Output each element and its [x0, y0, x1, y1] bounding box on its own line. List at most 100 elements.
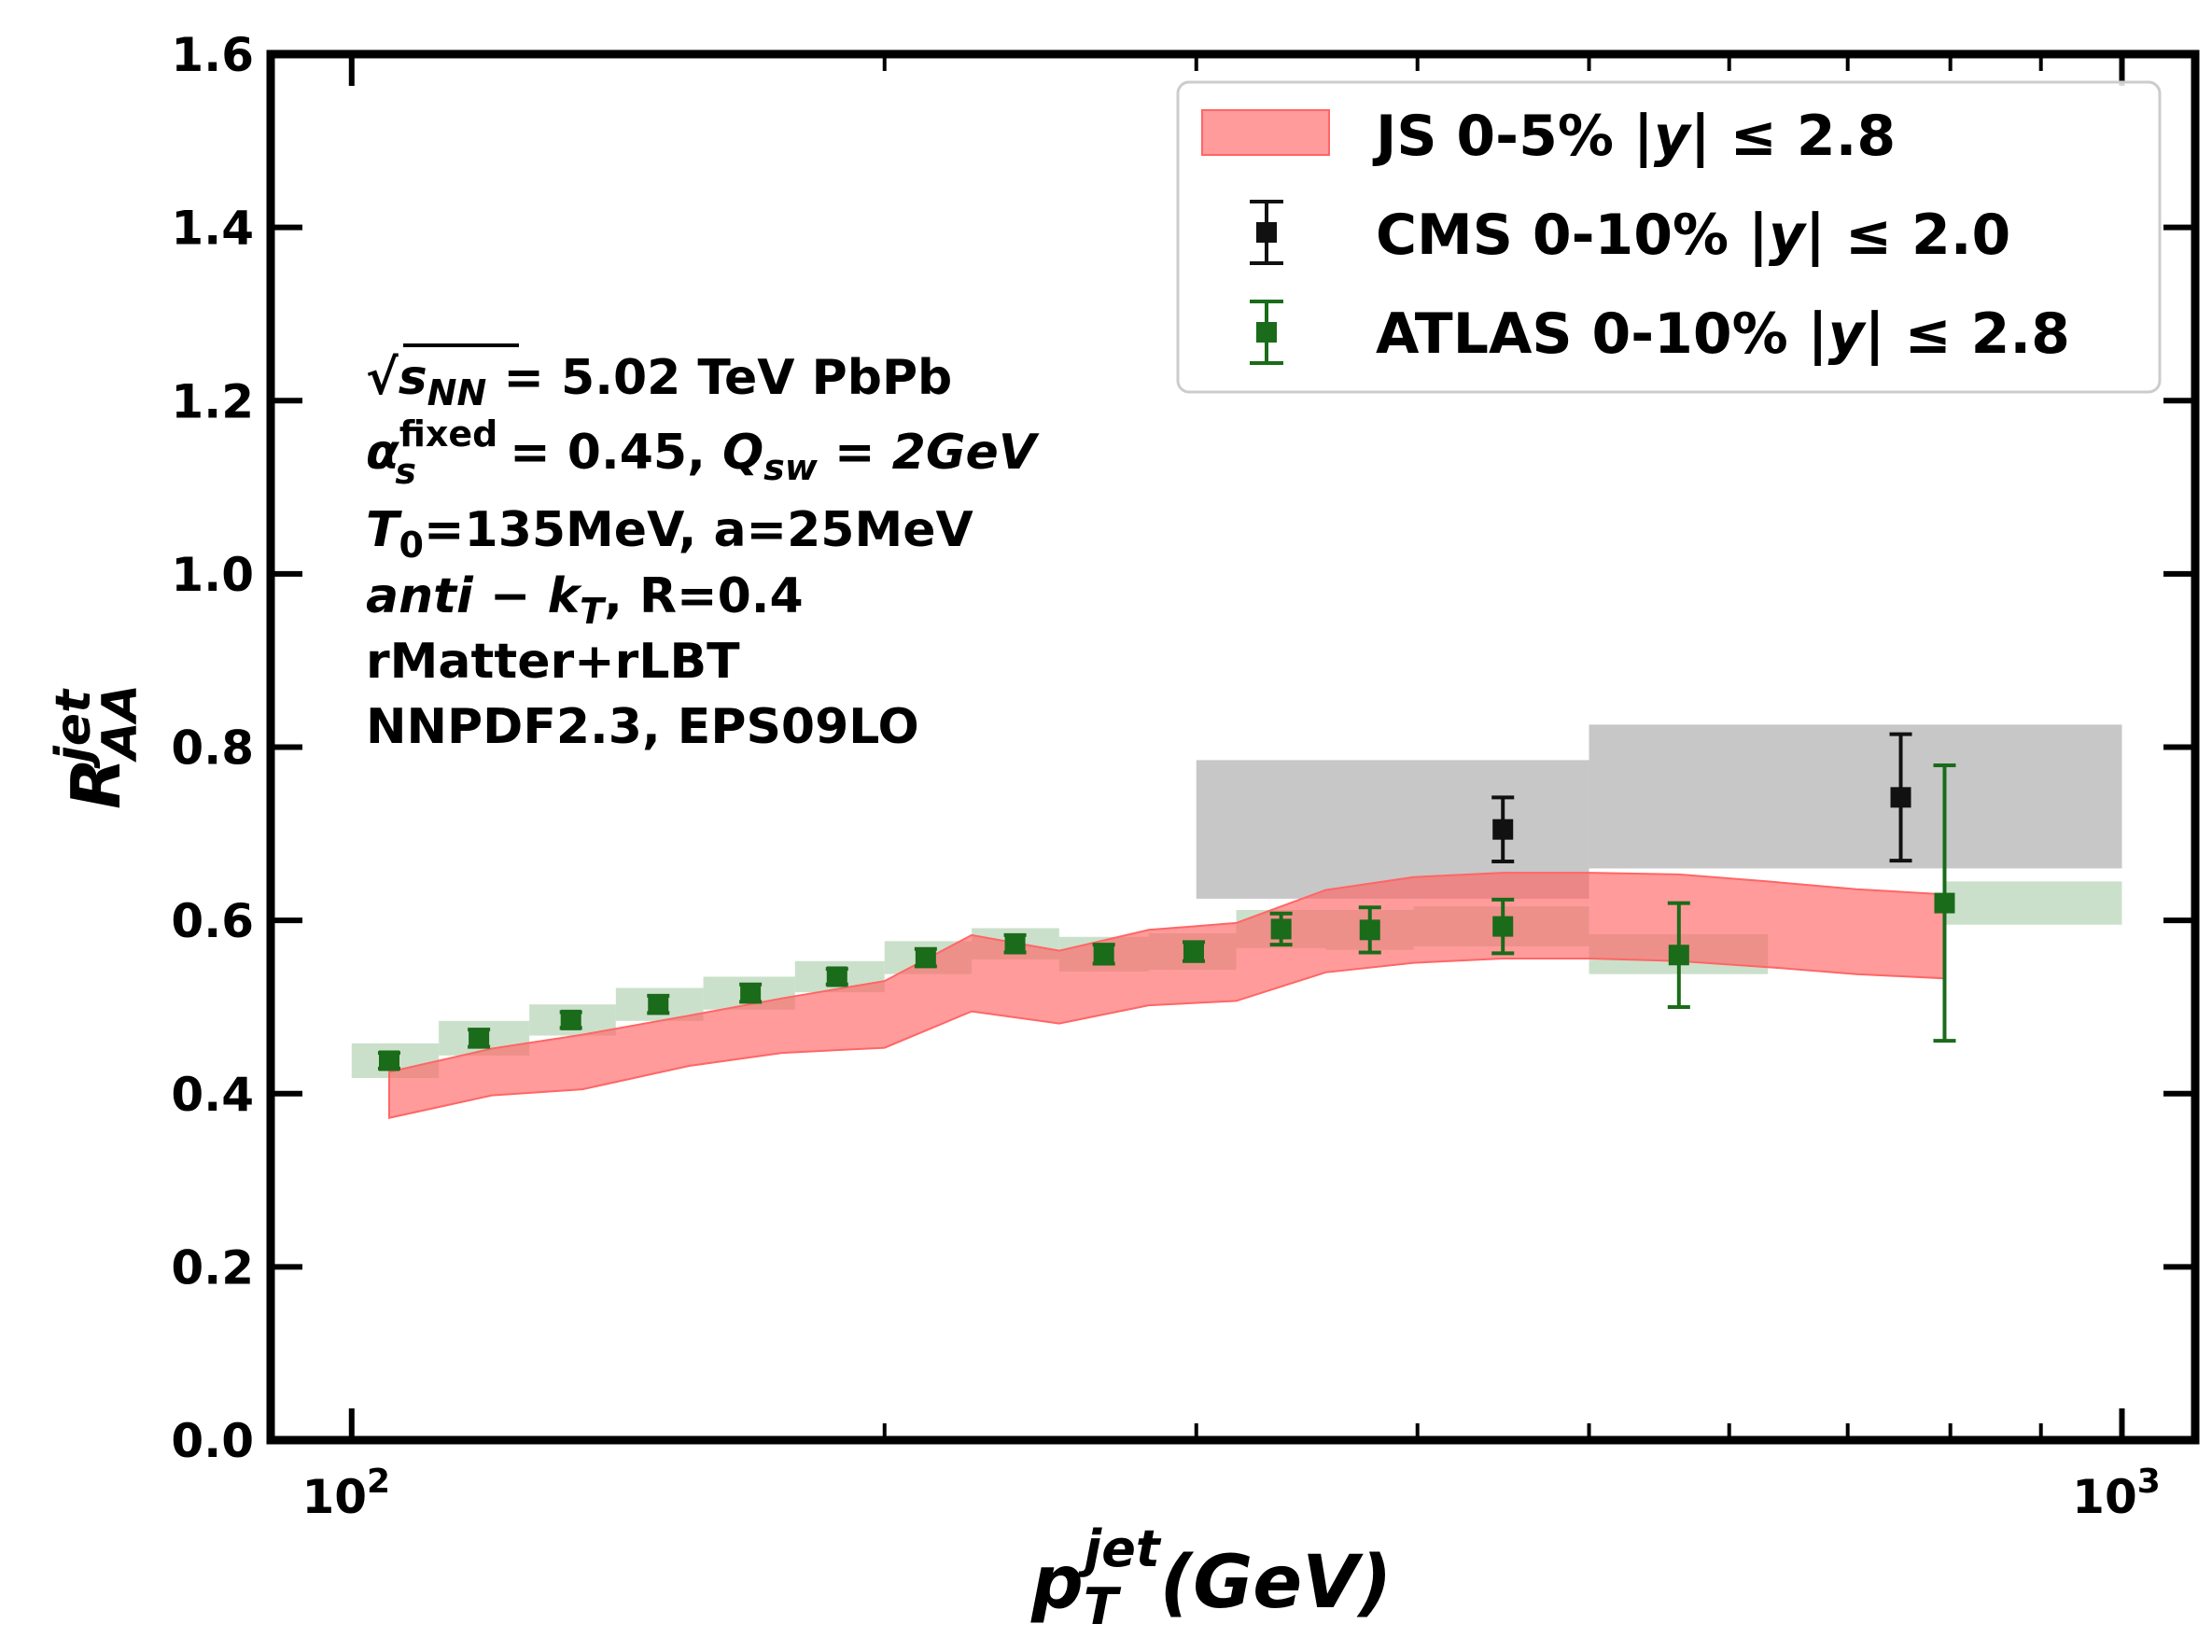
cms-sys-box-1: [1589, 724, 2122, 869]
annotation-line-4: anti − kT, R=0.4: [366, 568, 804, 632]
legend-atlas-y: y: [1828, 301, 1868, 367]
y-tick-label-0: 0.0: [171, 1414, 254, 1468]
atlas-point-9: [1182, 940, 1205, 963]
atlas-sys-box-14: [1944, 881, 2122, 925]
x-axis-title-unit: (GeV): [1160, 1541, 1393, 1625]
atlas-marker-10: [1270, 918, 1292, 940]
atlas-point-0: [377, 1050, 400, 1071]
cms-point-1: [1889, 732, 1912, 863]
atlas-marker-4: [740, 983, 762, 1004]
atlas-point-8: [1092, 943, 1115, 966]
cms-marker-0: [1492, 819, 1514, 840]
annotation-fixed: fixed: [399, 413, 498, 455]
atlas-point-3: [647, 993, 670, 1015]
atlas-point-1: [468, 1028, 491, 1049]
annotation-line-2: αfixed s = 0.45, Qsw = 2GeV: [366, 413, 1040, 492]
y-tick-label-3: 0.6: [171, 894, 254, 948]
annotation-alpha: α: [366, 425, 399, 481]
atlas-point-13: [1667, 901, 1690, 1009]
legend-atlas-post: | ≤ 2.8: [1865, 301, 2070, 367]
annotation-line-2-mid: = 0.45,: [493, 425, 722, 481]
atlas-marker-11: [1359, 919, 1380, 941]
legend-atlas-label: ATLAS 0-10% |y| ≤ 2.8: [1376, 301, 2070, 367]
annotation-line-3-rest: =135MeV, a=25MeV: [424, 502, 973, 558]
legend-atlas-marker: [1250, 300, 1283, 365]
x-axis-title: pTjet(GeV): [1030, 1519, 1392, 1636]
cms-point-0: [1491, 795, 1515, 864]
legend-js-pre: JS 0-5% |: [1372, 104, 1654, 169]
atlas-marker-1: [469, 1028, 490, 1049]
legend-cms-post: | ≤ 2.0: [1805, 203, 2010, 268]
annotation-k: k: [548, 568, 583, 624]
legend-cms-label: CMS 0-10% |y| ≤ 2.0: [1376, 203, 2010, 268]
legend-js-post: | ≤ 2.8: [1690, 104, 1896, 169]
legend-js-swatch: [1201, 109, 1330, 156]
y-tick-label-4: 0.8: [171, 721, 254, 776]
x-tick-label-0: 102: [301, 1463, 390, 1524]
annotation-nn: NN: [427, 372, 487, 413]
annotation-block: √sNN = 5.02 TeV PbPb αfixed s = 0.45, Qsw…: [366, 343, 1040, 755]
y-axis-title: RAAjet: [46, 684, 148, 809]
plot-frame: [266, 49, 2200, 1445]
y-tick-label-7: 1.4: [171, 202, 254, 256]
annotation-line-5: rMatter+rLBT: [366, 634, 740, 690]
atlas-marker-8: [1093, 944, 1114, 965]
annotation-sqrt: √: [366, 350, 399, 406]
legend-cms-pre: CMS 0-10% |: [1376, 203, 1769, 268]
annotation-line-4-rest: , R=0.4: [604, 568, 804, 624]
atlas-point-10: [1269, 911, 1293, 947]
annotation-alpha-sub: s: [395, 451, 416, 492]
annotation-line-6: NNPDF2.3, EPS09LO: [366, 699, 919, 755]
annotation-t-sub: 0: [399, 525, 423, 566]
atlas-marker-14: [1934, 892, 1955, 914]
data-points: [377, 732, 1956, 1071]
annotation-line-2-tail: = 2GeV: [818, 425, 1040, 481]
y-axis-title-sup: jet: [46, 688, 102, 769]
y-axis-title-sub: AA: [92, 684, 148, 763]
annotation-line-3: T0=135MeV, a=25MeV: [366, 502, 973, 566]
legend-atlas-pre: ATLAS 0-10% |: [1376, 301, 1828, 367]
annotation-q: Q: [722, 425, 763, 481]
atlas-marker-13: [1668, 945, 1689, 966]
atlas-point-7: [1003, 932, 1027, 955]
x-tick-label-1: 103: [2072, 1463, 2161, 1524]
y-tick-label-8: 1.6: [171, 28, 254, 82]
y-tick-label-1: 0.2: [171, 1240, 254, 1295]
atlas-marker-3: [648, 994, 669, 1015]
atlas-marker-9: [1183, 941, 1204, 962]
atlas-point-12: [1491, 897, 1515, 956]
annotation-sw: sw: [763, 447, 819, 488]
annotation-minus: −: [473, 568, 548, 624]
atlas-point-11: [1358, 905, 1381, 955]
legend-js-label: JS 0-5% |y| ≤ 2.8: [1372, 104, 1896, 169]
axis-ticks: 0.0 0.2 0.4 0.6 0.8 1.0 1.2 1.4 1.6 102 103: [171, 28, 2195, 1524]
y-tick-label-6: 1.2: [171, 374, 254, 428]
atlas-point-2: [559, 1009, 582, 1030]
atlas-marker-0: [378, 1050, 399, 1071]
legend-js-y: y: [1654, 104, 1693, 169]
y-tick-label-5: 1.0: [171, 548, 254, 602]
y-axis-title-main: R: [57, 758, 135, 809]
atlas-point-5: [825, 966, 848, 987]
cms-marker-1: [1890, 787, 1911, 808]
atlas-point-14: [1933, 763, 1956, 1043]
atlas-point-6: [914, 946, 937, 969]
legend-frame: [1176, 80, 2162, 394]
legend-cms-y: y: [1769, 203, 1808, 268]
annotation-line-1: √sNN = 5.02 TeV PbPb: [366, 350, 952, 413]
annotation-line-1-rest: = 5.02 TeV PbPb: [486, 350, 952, 406]
atlas-point-4: [739, 982, 763, 1004]
legend-cms-marker: [1250, 200, 1283, 265]
annotation-anti: anti: [366, 568, 474, 624]
annotation-s: s: [399, 350, 427, 406]
legend: JS 0-5% |y| ≤ 2.8 CMS 0-10% |y| ≤ 2.0 AT…: [1176, 80, 2162, 394]
x-axis-title-main: p: [1030, 1541, 1084, 1625]
x-axis-title-sub: T: [1084, 1577, 1122, 1636]
y-tick-label-2: 0.4: [171, 1068, 254, 1122]
atlas-marker-5: [826, 966, 847, 987]
annotation-k-sub: T: [580, 591, 607, 632]
atlas-marker-7: [1004, 933, 1026, 955]
x-axis-title-sup: jet: [1078, 1519, 1162, 1578]
atlas-marker-6: [915, 947, 936, 969]
